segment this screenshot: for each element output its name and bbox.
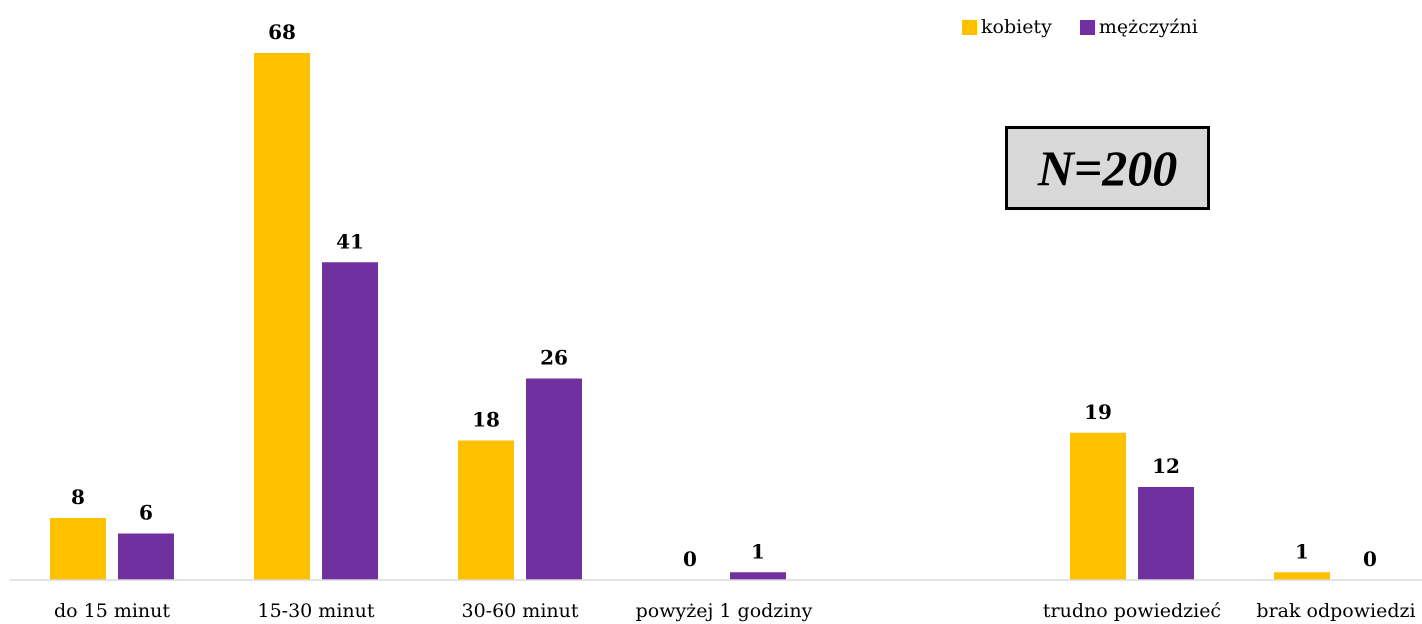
value-labels-group: 8 6 68 41 18 26 0 1 19 12 1 0 — [71, 20, 1377, 571]
sample-size-label: N=200 — [1037, 140, 1178, 196]
category-label-2: 30-60 minut — [461, 600, 578, 622]
category-label-1: 15-30 minut — [257, 600, 374, 622]
legend-label-women: kobiety — [981, 16, 1052, 38]
bar-women-0 — [50, 518, 106, 580]
value-label-men-2: 26 — [540, 346, 568, 370]
legend-item-women: kobiety — [962, 16, 1052, 38]
value-label-women-1: 68 — [268, 20, 296, 44]
bar-men-3 — [730, 572, 786, 580]
legend-swatch-women — [962, 19, 977, 35]
value-label-men-1: 41 — [336, 229, 364, 253]
category-label-5: trudno powiedzieć — [1043, 600, 1221, 622]
sample-size-box: N=200 — [1005, 126, 1210, 210]
legend-label-men: mężczyźni — [1098, 16, 1198, 38]
value-label-men-0: 6 — [139, 501, 153, 525]
value-label-women-5: 19 — [1084, 400, 1112, 424]
bar-women-1 — [254, 53, 310, 580]
bar-men-0 — [118, 533, 174, 580]
bar-men-1 — [322, 262, 378, 580]
value-label-men-5: 12 — [1152, 454, 1180, 478]
bar-men-2 — [526, 378, 582, 580]
legend-swatch-men — [1079, 19, 1095, 35]
legend: kobiety mężczyźni — [962, 16, 1226, 38]
legend-item-men: mężczyźni — [1079, 16, 1198, 38]
bars-group — [50, 53, 1330, 580]
value-label-women-0: 8 — [71, 485, 85, 509]
category-labels-group: do 15 minut 15-30 minut 30-60 minut powyżej… — [54, 600, 1416, 622]
bar-women-5 — [1070, 432, 1126, 580]
value-label-women-2: 18 — [472, 408, 500, 432]
category-label-3: powyżej 1 godziny — [636, 600, 813, 622]
category-label-6: brak odpowiedzi — [1256, 600, 1415, 622]
category-label-0: do 15 minut — [54, 600, 170, 622]
value-label-women-6: 1 — [1295, 539, 1309, 563]
bar-women-6 — [1274, 572, 1330, 580]
value-label-men-6: 0 — [1363, 547, 1377, 571]
bar-men-5 — [1138, 487, 1194, 580]
value-label-women-3: 0 — [683, 547, 697, 571]
value-label-men-3: 1 — [751, 539, 765, 563]
bar-women-2 — [458, 440, 514, 580]
